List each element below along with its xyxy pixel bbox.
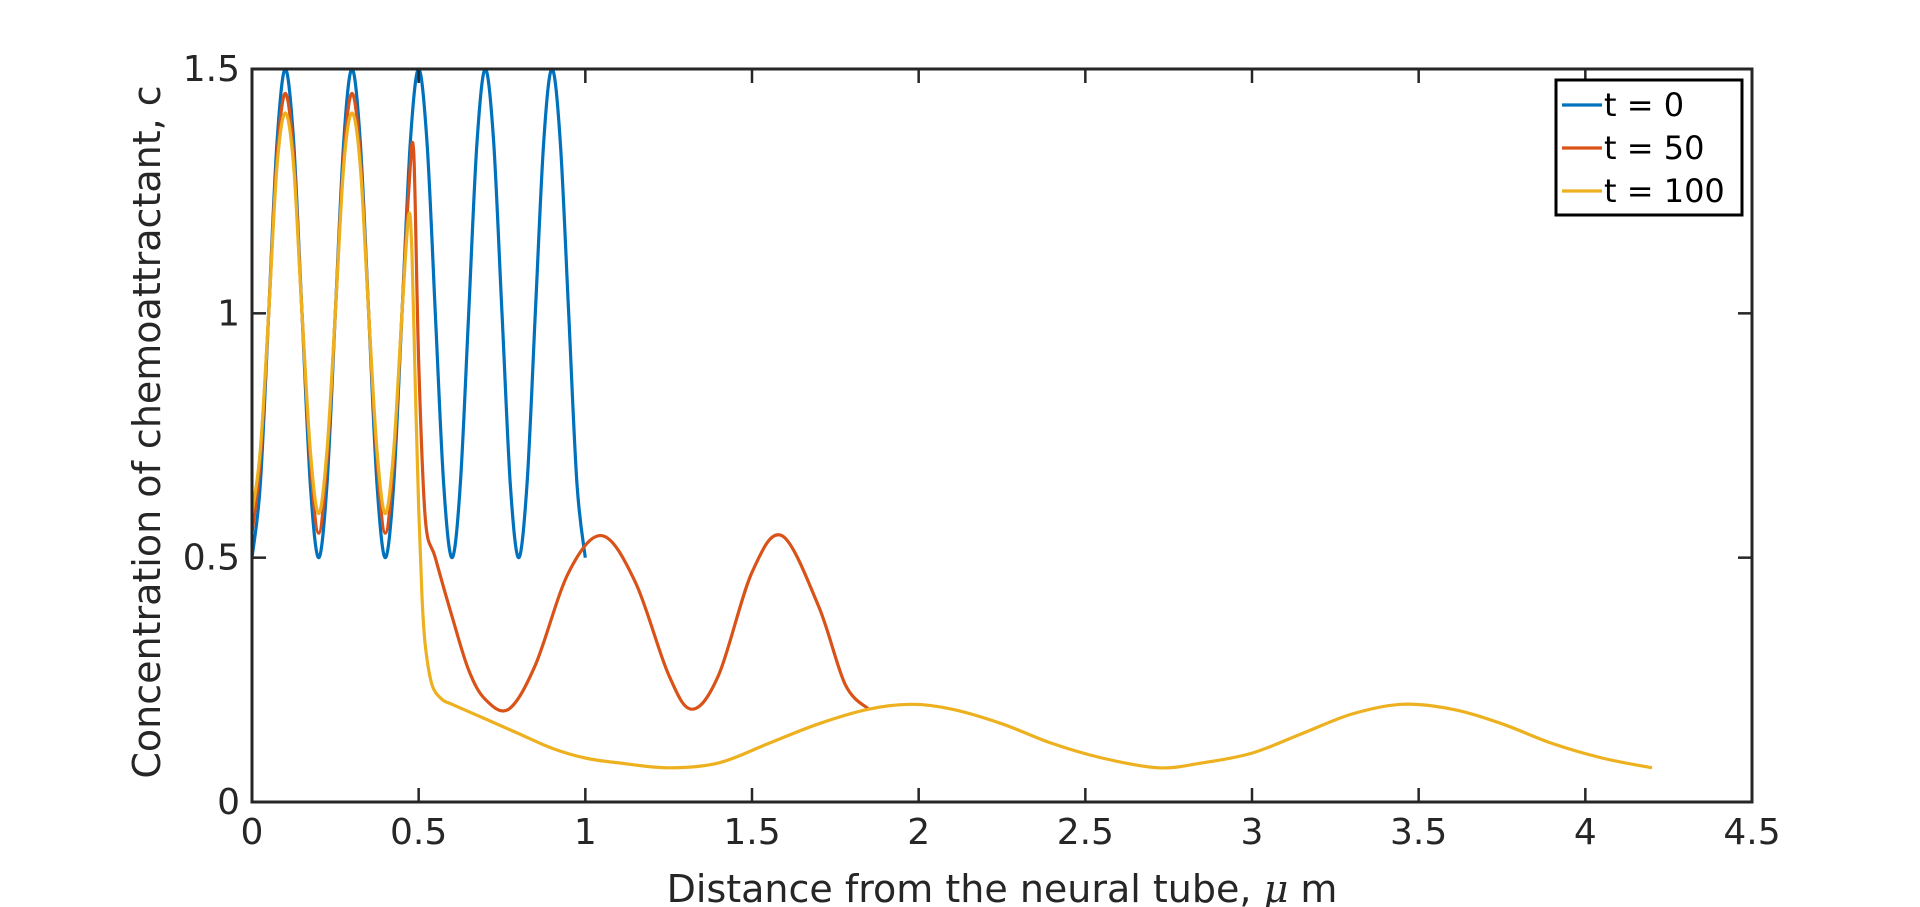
plot-background xyxy=(252,69,1752,802)
y-axis-label: Concentration of chemoattractant, c xyxy=(125,85,169,778)
plot-frame xyxy=(250,67,1754,804)
y-tick-label: 0 xyxy=(217,782,240,823)
legend-label-2: t = 100 xyxy=(1604,172,1725,210)
tick-labels: 0 0.5 1 1.5 2 2.5 3 3.5 4 4.5 0 0.5 1 1.5 xyxy=(183,49,1781,853)
x-axis-label-suffix: m xyxy=(1288,867,1337,907)
y-tick-label: 0.5 xyxy=(183,538,240,579)
x-tick-label: 0 xyxy=(241,812,264,853)
plot-area xyxy=(252,69,1752,802)
legend: t = 0 t = 50 t = 100 xyxy=(1554,78,1744,217)
x-axis-label-symbol: μ xyxy=(1264,867,1289,907)
x-axis-label-prefix: Distance from the neural tube, xyxy=(667,867,1264,907)
legend-label-1: t = 50 xyxy=(1604,129,1704,167)
y-tick-label: 1 xyxy=(217,293,240,334)
x-tick-label: 1.5 xyxy=(723,812,780,853)
x-tick-label: 4.5 xyxy=(1723,812,1780,853)
x-tick-label: 2 xyxy=(907,812,930,853)
x-tick-label: 0.5 xyxy=(390,812,447,853)
x-tick-label: 3.5 xyxy=(1390,812,1447,853)
x-tick-label: 2.5 xyxy=(1057,812,1114,853)
series-line-2 xyxy=(250,111,1653,770)
y-tick-label: 1.5 xyxy=(183,49,240,90)
legend-label-0: t = 0 xyxy=(1604,86,1684,124)
x-tick-label: 4 xyxy=(1574,812,1597,853)
x-axis-label: Distance from the neural tube, μ m xyxy=(667,867,1338,907)
x-tick-label: 3 xyxy=(1241,812,1264,853)
x-tick-label: 1 xyxy=(574,812,597,853)
